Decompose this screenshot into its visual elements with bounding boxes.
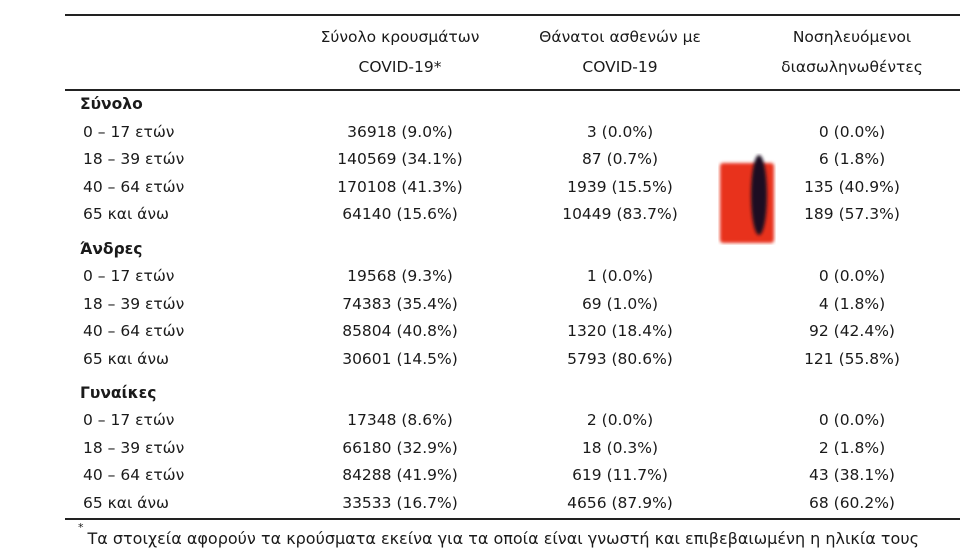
intubated-cell: 2 (1.8%): [818, 439, 886, 457]
deaths-cell: 1939 (15.5%): [567, 178, 673, 196]
table-row: 0 – 17 ετών 36918 (9.0%) 3 (0.0%) 0 (0.0…: [0, 118, 960, 146]
footnote-text: Τα στοιχεία αφορούν τα κρούσματα εκείνα …: [87, 529, 919, 548]
deaths-cell: 2 (0.0%): [586, 411, 654, 429]
intubated-cell: 0 (0.0%): [818, 411, 886, 429]
deaths-cell: 5793 (80.6%): [567, 350, 673, 368]
cases-cell: 19568 (9.3%): [347, 267, 453, 285]
header-deaths-line1: Θάνατοι ασθενών με: [539, 28, 701, 46]
age-label: 65 και άνω: [83, 350, 170, 368]
cases-cell: 74383 (35.4%): [342, 295, 458, 313]
deaths-cell: 4656 (87.9%): [567, 494, 673, 512]
header-deaths-line2: COVID-19: [582, 58, 658, 76]
group-heading-men: Άνδρες: [0, 235, 960, 263]
table-row: 18 – 39 ετών 74383 (35.4%) 69 (1.0%) 4 (…: [0, 290, 960, 318]
header-total-cases-line1: Σύνολο κρουσμάτων: [320, 28, 480, 46]
group-heading-women: Γυναίκες: [0, 379, 960, 407]
deaths-cell: 18 (0.3%): [581, 439, 659, 457]
cases-cell: 30601 (14.5%): [342, 350, 458, 368]
deaths-cell: 3 (0.0%): [586, 123, 654, 141]
table-row: 65 και άνω 30601 (14.5%) 5793 (80.6%) 12…: [0, 345, 960, 373]
header-intubated-line2: διασωληνωθέντες: [781, 58, 923, 76]
intubated-cell: 92 (42.4%): [809, 322, 895, 340]
group-title: Γυναίκες: [80, 384, 157, 402]
cases-cell: 85804 (40.8%): [342, 322, 458, 340]
age-label: 0 – 17 ετών: [83, 123, 175, 141]
table-row: 18 – 39 ετών 66180 (32.9%) 18 (0.3%) 2 (…: [0, 434, 960, 462]
table-row: 40 – 64 ετών 85804 (40.8%) 1320 (18.4%) …: [0, 317, 960, 345]
cases-cell: 64140 (15.6%): [342, 205, 458, 223]
header-intubated-line1: Νοσηλευόμενοι: [792, 28, 912, 46]
age-label: 40 – 64 ετών: [83, 322, 185, 340]
cases-cell: 17348 (8.6%): [347, 411, 453, 429]
age-label: 40 – 64 ετών: [83, 178, 185, 196]
age-label: 0 – 17 ετών: [83, 411, 175, 429]
footnote-marker: *: [78, 521, 84, 534]
table-row: 40 – 64 ετών 170108 (41.3%) 1939 (15.5%)…: [0, 173, 960, 201]
intubated-cell: 43 (38.1%): [809, 466, 895, 484]
deaths-cell: 10449 (83.7%): [562, 205, 678, 223]
deaths-cell: 1 (0.0%): [586, 267, 654, 285]
cases-cell: 84288 (41.9%): [342, 466, 458, 484]
table-row: 0 – 17 ετών 17348 (8.6%) 2 (0.0%) 0 (0.0…: [0, 406, 960, 434]
intubated-cell: 121 (55.8%): [804, 350, 900, 368]
red-blot-mark: [720, 155, 774, 243]
table-row: 65 και άνω 33533 (16.7%) 4656 (87.9%) 68…: [0, 489, 960, 517]
cases-cell: 140569 (34.1%): [337, 150, 463, 168]
table-row: 40 – 64 ετών 84288 (41.9%) 619 (11.7%) 4…: [0, 461, 960, 489]
deaths-cell: 1320 (18.4%): [567, 322, 673, 340]
age-label: 18 – 39 ετών: [83, 150, 185, 168]
table-row: 0 – 17 ετών 19568 (9.3%) 1 (0.0%) 0 (0.0…: [0, 262, 960, 290]
intubated-cell: 0 (0.0%): [818, 267, 886, 285]
deaths-cell: 87 (0.7%): [581, 150, 659, 168]
group-heading-total: Σύνολο: [0, 90, 960, 118]
table-top-rule: [65, 14, 960, 16]
intubated-cell: 0 (0.0%): [818, 123, 886, 141]
cases-cell: 33533 (16.7%): [342, 494, 458, 512]
table-row: 18 – 39 ετών 140569 (34.1%) 87 (0.7%) 6 …: [0, 145, 960, 173]
footnote: *Τα στοιχεία αφορούν τα κρούσματα εκείνα…: [78, 518, 919, 548]
intubated-cell: 135 (40.9%): [804, 178, 900, 196]
age-label: 65 και άνω: [83, 494, 170, 512]
intubated-cell: 189 (57.3%): [804, 205, 900, 223]
header-deaths: Θάνατοι ασθενών με COVID-19: [520, 22, 720, 82]
age-label: 40 – 64 ετών: [83, 466, 185, 484]
group-title: Σύνολο: [80, 95, 143, 113]
group-title: Άνδρες: [80, 240, 143, 258]
table-row: 65 και άνω 64140 (15.6%) 10449 (83.7%) 1…: [0, 200, 960, 228]
age-label: 0 – 17 ετών: [83, 267, 175, 285]
cases-cell: 66180 (32.9%): [342, 439, 458, 457]
table-bottom-rule: [65, 518, 960, 520]
age-label: 65 και άνω: [83, 205, 170, 223]
intubated-cell: 4 (1.8%): [818, 295, 886, 313]
intubated-cell: 6 (1.8%): [818, 150, 886, 168]
cases-cell: 36918 (9.0%): [347, 123, 453, 141]
header-total-cases: Σύνολο κρουσμάτων COVID-19*: [300, 22, 500, 82]
age-label: 18 – 39 ετών: [83, 295, 185, 313]
cases-cell: 170108 (41.3%): [337, 178, 463, 196]
age-label: 18 – 39 ετών: [83, 439, 185, 457]
header-intubated: Νοσηλευόμενοι διασωληνωθέντες: [752, 22, 952, 82]
header-bottom-rule: [65, 89, 960, 91]
header-total-cases-line2: COVID-19*: [358, 58, 442, 76]
deaths-cell: 69 (1.0%): [581, 295, 659, 313]
intubated-cell: 68 (60.2%): [809, 494, 895, 512]
deaths-cell: 619 (11.7%): [572, 466, 668, 484]
